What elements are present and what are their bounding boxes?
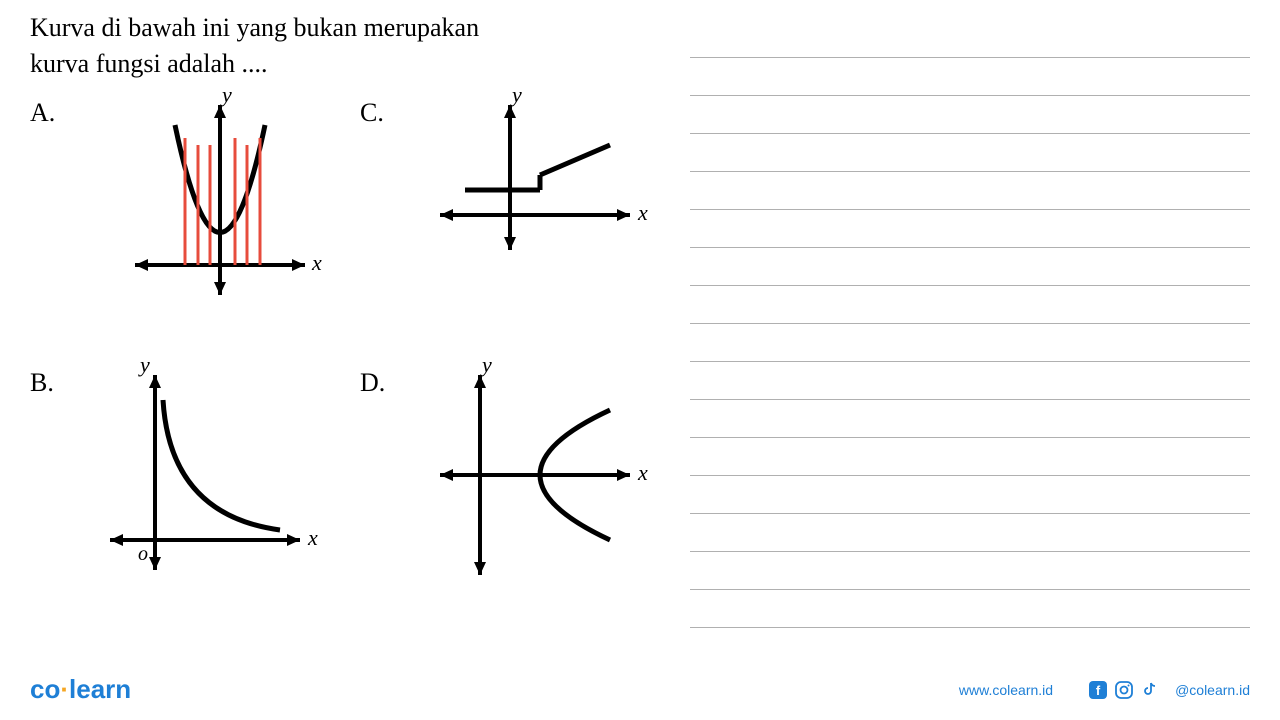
ruled-line	[690, 438, 1250, 476]
option-d: D. y x	[360, 360, 670, 620]
axis-x-label: x	[637, 200, 648, 225]
tiktok-icon	[1140, 680, 1160, 700]
question-text-line1: Kurva di bawah ini yang bukan merupakan	[30, 10, 670, 46]
axis-x-label: x	[311, 250, 322, 275]
options-grid: A. y x C.	[30, 90, 670, 620]
axis-y-label: y	[220, 90, 232, 107]
social-icons: f	[1088, 680, 1160, 700]
graph-a-svg: y x	[80, 90, 340, 320]
ruled-line	[690, 20, 1250, 58]
axis-y-label: y	[138, 360, 150, 377]
option-c-label: C.	[360, 98, 384, 128]
website-url: www.colearn.id	[959, 682, 1053, 698]
option-c: C. y x	[360, 90, 670, 350]
ruled-line	[690, 210, 1250, 248]
option-d-label: D.	[360, 368, 385, 398]
option-a: A. y x	[30, 90, 340, 350]
svg-text:f: f	[1096, 683, 1101, 698]
axis-x-label: x	[637, 460, 648, 485]
ruled-line	[690, 590, 1250, 628]
instagram-icon	[1114, 680, 1134, 700]
ruled-line	[690, 324, 1250, 362]
origin-label: o	[138, 543, 148, 565]
ruled-lines-area	[690, 20, 1250, 628]
logo-learn: learn	[69, 674, 131, 704]
facebook-icon: f	[1088, 680, 1108, 700]
ruled-line	[690, 552, 1250, 590]
social-handle: @colearn.id	[1175, 682, 1250, 698]
ruled-line	[690, 96, 1250, 134]
graph-d-svg: y x	[410, 360, 670, 590]
option-b-label: B.	[30, 368, 54, 398]
axis-y-label: y	[480, 360, 492, 377]
ruled-line	[690, 476, 1250, 514]
ruled-line	[690, 134, 1250, 172]
question-text-line2: kurva fungsi adalah ....	[30, 46, 670, 82]
ruled-line	[690, 286, 1250, 324]
logo-co: co	[30, 674, 60, 704]
footer-right: www.colearn.id f @colearn.id	[959, 680, 1250, 700]
option-a-label: A.	[30, 98, 55, 128]
ruled-line	[690, 58, 1250, 96]
footer: co·learn www.colearn.id f @colearn.id	[0, 674, 1280, 705]
logo: co·learn	[30, 674, 131, 705]
ruled-line	[690, 248, 1250, 286]
graph-b-svg: y x o	[80, 360, 340, 590]
axis-x-label: x	[307, 525, 318, 550]
logo-dot: ·	[60, 674, 69, 704]
axis-y-label: y	[510, 90, 522, 107]
option-b: B. y x o	[30, 360, 340, 620]
question-area: Kurva di bawah ini yang bukan merupakan …	[30, 10, 670, 83]
ruled-line	[690, 172, 1250, 210]
ruled-line	[690, 514, 1250, 552]
ruled-line	[690, 362, 1250, 400]
graph-c-svg: y x	[410, 90, 670, 290]
ruled-line	[690, 400, 1250, 438]
